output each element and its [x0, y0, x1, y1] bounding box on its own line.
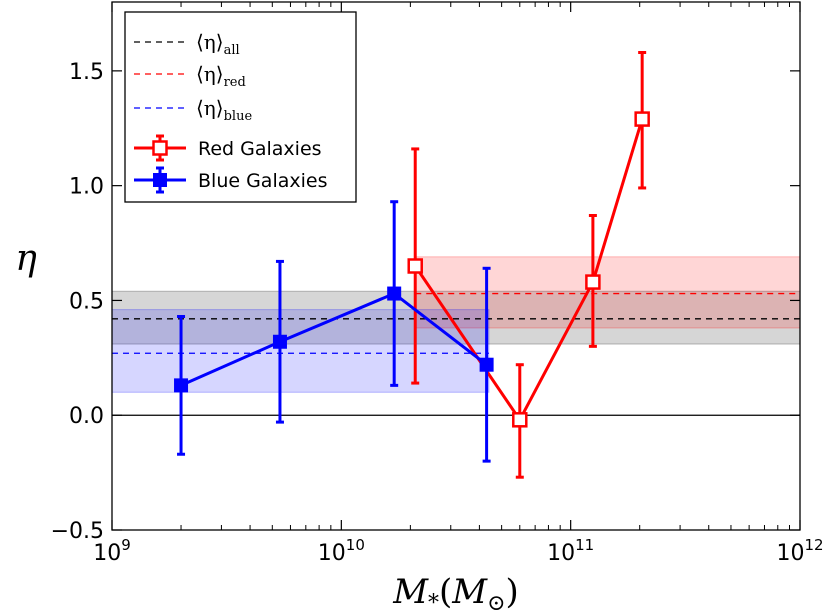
- legend-label-blue: ⟨η⟩blue: [196, 96, 252, 124]
- x-axis-label: M*(M⊙): [392, 572, 519, 613]
- band-all: [112, 290, 800, 345]
- y-tick-label: 1.0: [69, 175, 104, 200]
- axes: −0.5 0.0 0.5 1.0 1.5 109 1010 1011 1012: [51, 1, 824, 566]
- y-tick-label: 1.5: [69, 60, 104, 85]
- series-line-blue-galaxies: [180, 291, 488, 387]
- data-point-blue-galaxies: [272, 334, 287, 349]
- data-point-red-galaxies: [585, 274, 601, 290]
- legend-label-red-galaxies: Red Galaxies: [198, 138, 322, 160]
- plot-area: [112, 51, 800, 479]
- axes-frame: [111, 1, 801, 531]
- band-red: [414, 256, 800, 329]
- data-point-red-galaxies: [407, 258, 423, 274]
- x-tick-label: 1010: [318, 536, 365, 566]
- legend-swatch-marker-blue-galaxies: [153, 173, 167, 187]
- data-point-blue-galaxies: [479, 357, 494, 372]
- data-point-red-galaxies: [634, 111, 650, 127]
- legend-label-red: ⟨η⟩red: [196, 62, 246, 90]
- legend-label-all: ⟨η⟩all: [196, 30, 240, 58]
- x-tick-label: 1011: [547, 536, 594, 566]
- y-tick-label: 0.0: [69, 404, 104, 429]
- y-tick-label: 0.5: [69, 289, 104, 314]
- legend-swatch-marker-red-galaxies: [152, 140, 168, 156]
- y-axis-label: η: [15, 238, 37, 279]
- legend: ⟨η⟩all ⟨η⟩red ⟨η⟩blue Red Galaxies Blue Gala…: [124, 11, 357, 203]
- y-tick-label: −0.5: [51, 519, 104, 544]
- data-point-red-galaxies: [512, 412, 528, 428]
- legend-box: [124, 11, 357, 203]
- x-tick-label: 1012: [776, 536, 823, 566]
- x-tick-label: 109: [93, 536, 131, 566]
- legend-label-blue-galaxies: Blue Galaxies: [198, 170, 327, 192]
- data-point-blue-galaxies: [387, 286, 402, 301]
- data-point-blue-galaxies: [174, 378, 189, 393]
- series-line-red-galaxies: [413, 118, 644, 423]
